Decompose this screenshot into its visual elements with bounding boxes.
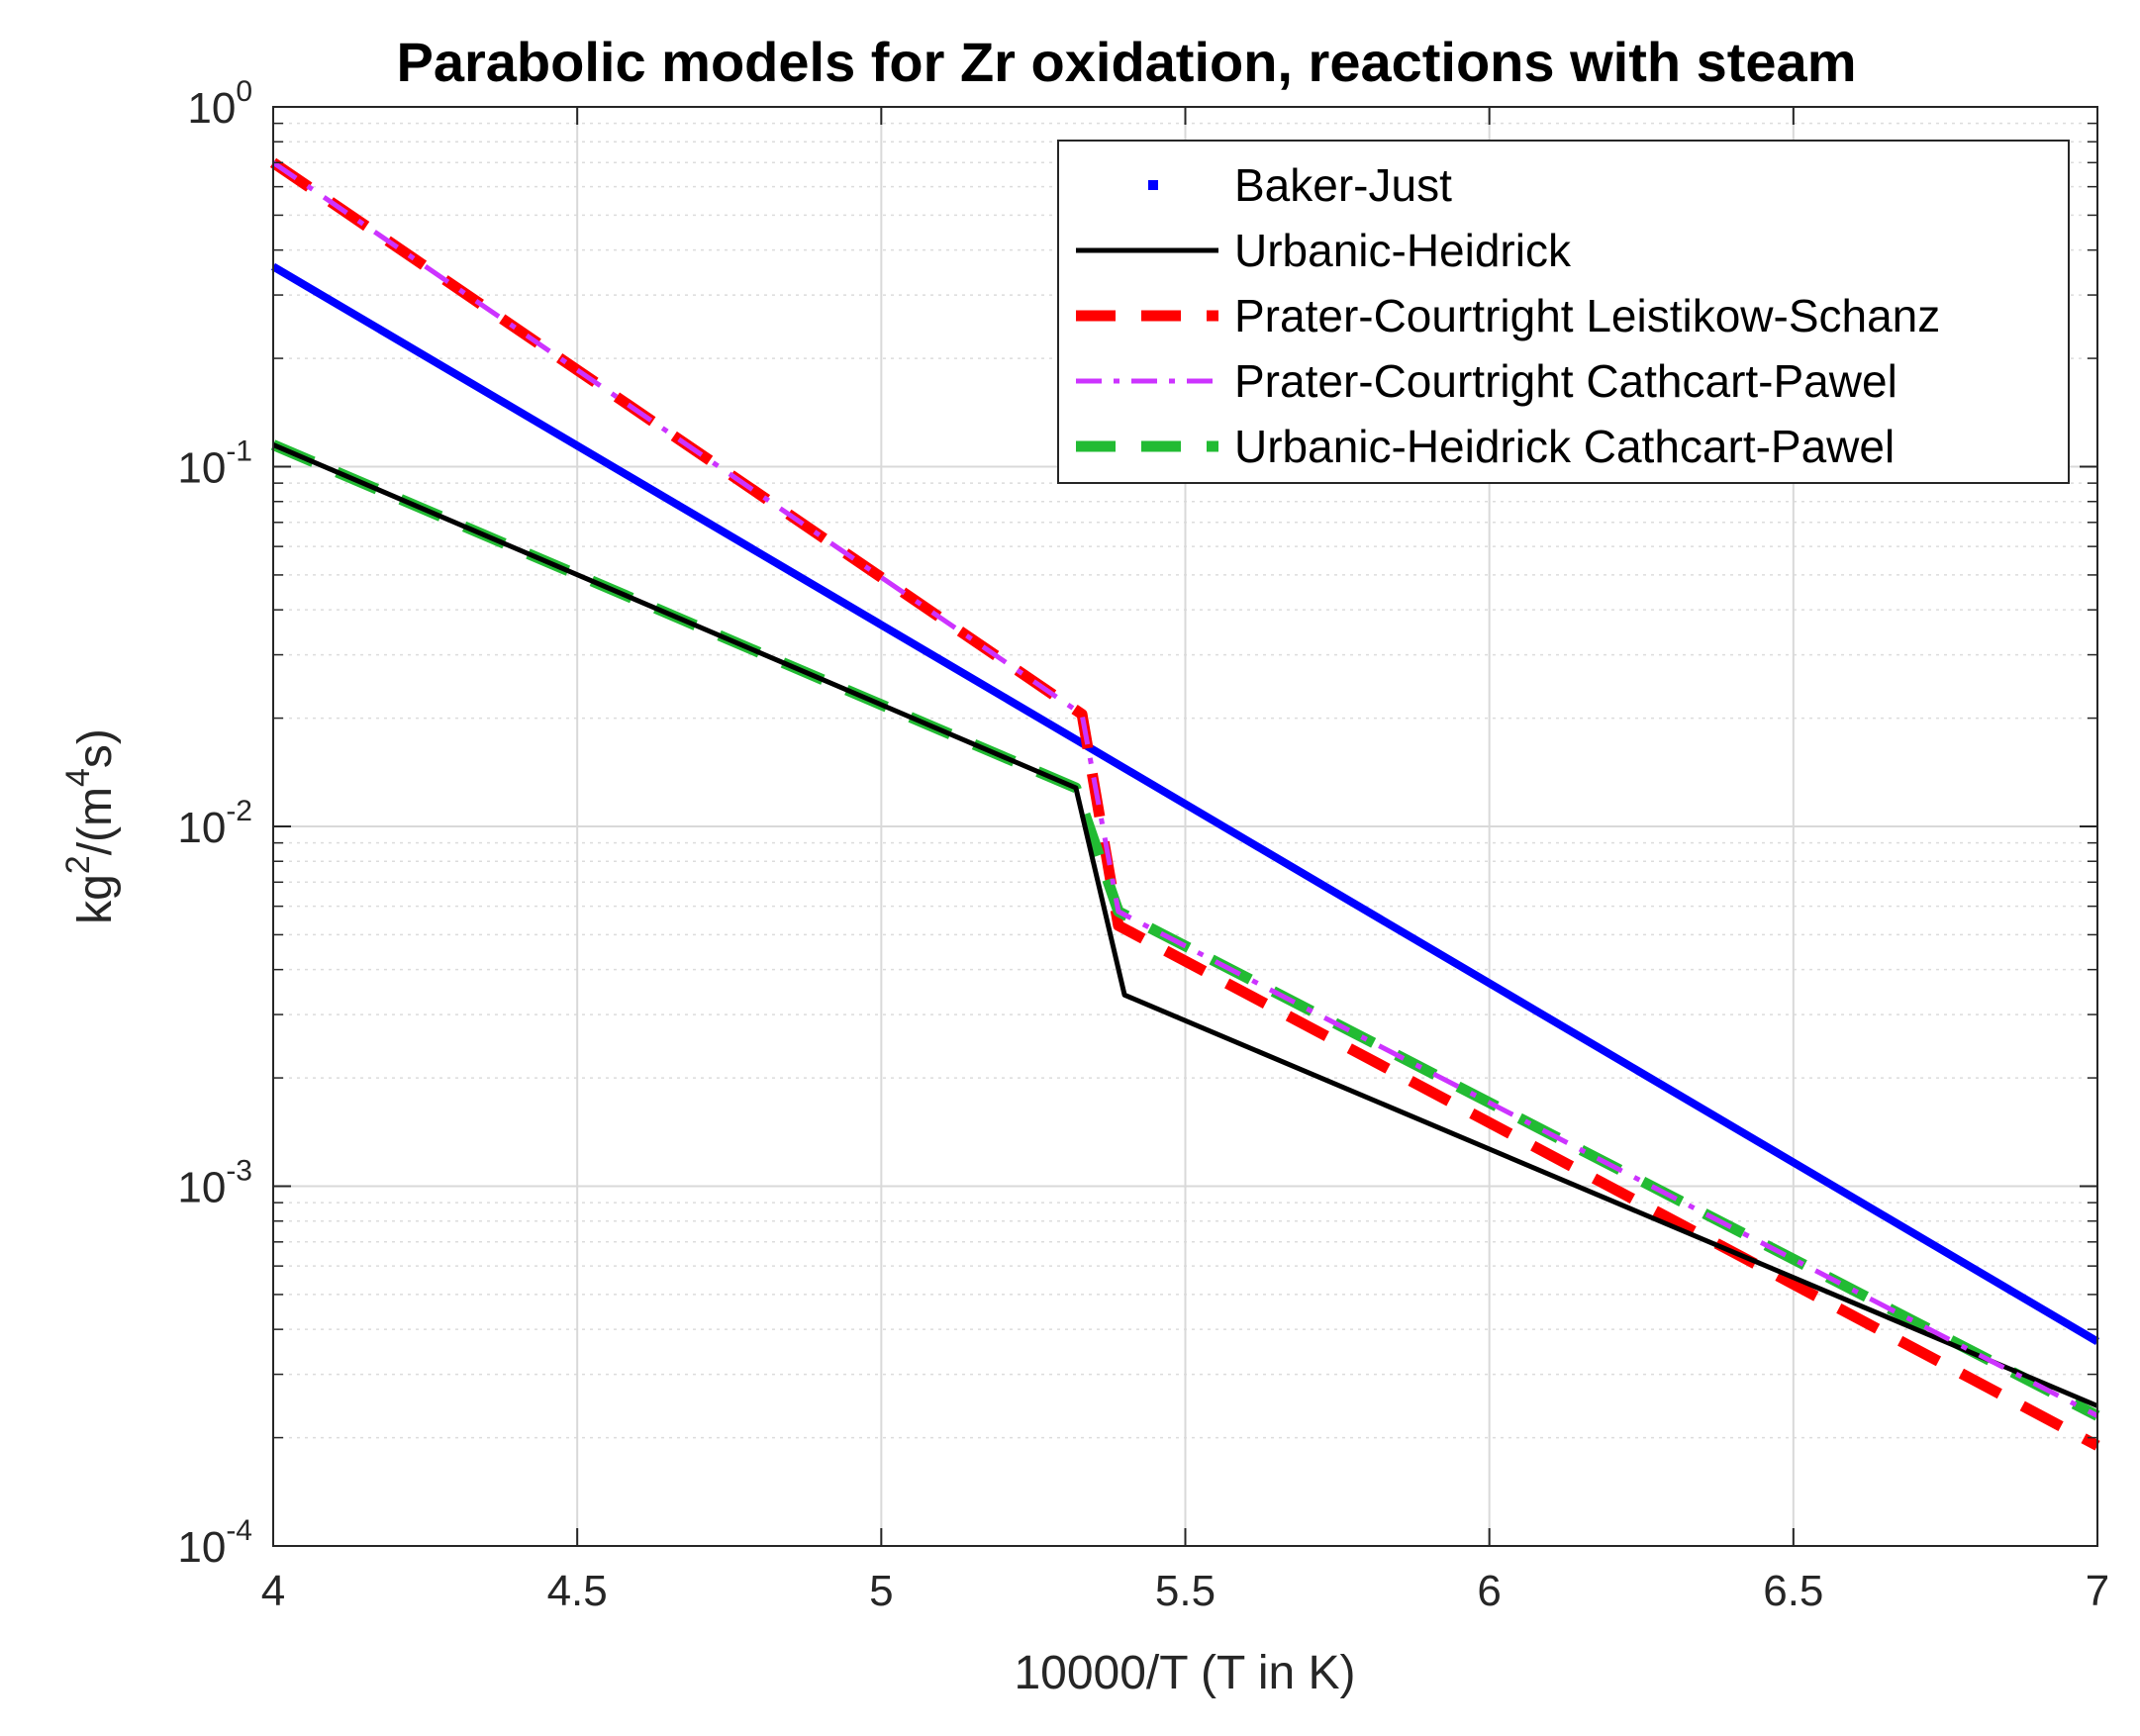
legend-label: Baker-Just bbox=[1234, 159, 1452, 211]
y-tick-exponent: 0 bbox=[236, 75, 252, 108]
y-tick-label: 10-2 bbox=[177, 795, 252, 852]
legend-label: Urbanic-Heidrick Cathcart-Pawel bbox=[1234, 421, 1895, 472]
series-line-prater-courtright-leistikow-schanz bbox=[269, 157, 2100, 1451]
legend: Baker-Just Urbanic-Heidrick Prater-Courtri… bbox=[1057, 140, 2070, 484]
series-line-baker-just bbox=[270, 262, 2100, 1345]
y-tick-label: 10-3 bbox=[177, 1155, 252, 1212]
y-tick-exponent: -4 bbox=[226, 1514, 252, 1547]
x-tick-label: 5.5 bbox=[1155, 1567, 1216, 1615]
y-tick-base: 10 bbox=[177, 444, 226, 493]
series-line-prater-courtright-cathcart-pawel bbox=[271, 160, 2099, 1418]
series-line-urbanic-heidrick bbox=[272, 442, 2098, 1408]
y-tick-exponent: -3 bbox=[226, 1155, 252, 1188]
legend-box bbox=[1057, 140, 2070, 484]
x-tick-label: 4 bbox=[261, 1567, 285, 1615]
x-tick-label: 4.5 bbox=[547, 1567, 608, 1615]
legend-label: Prater-Courtright Cathcart-Pawel bbox=[1234, 355, 1897, 407]
y-tick-exponent: -1 bbox=[226, 435, 252, 468]
x-tick-label: 5 bbox=[869, 1567, 893, 1615]
legend-label: Prater-Courtright Leistikow-Schanz bbox=[1234, 290, 1940, 341]
y-tick-label: 100 bbox=[187, 75, 252, 133]
series-lines bbox=[269, 157, 2100, 1451]
y-tick-exponent: -2 bbox=[226, 795, 252, 827]
y-tick-base: 10 bbox=[187, 84, 236, 133]
y-tick-base: 10 bbox=[177, 1523, 226, 1572]
y-axis-label: kg2/(m4s) bbox=[59, 728, 122, 924]
chart-title: Parabolic models for Zr oxidation, react… bbox=[396, 31, 1856, 93]
y-tick-label: 10-4 bbox=[177, 1514, 252, 1572]
legend-marker-baker-just bbox=[1148, 180, 1158, 190]
y-tick-base: 10 bbox=[177, 1164, 226, 1212]
y-tick-label: 10-1 bbox=[177, 435, 252, 493]
x-tick-label: 7 bbox=[2086, 1567, 2109, 1615]
legend-label: Urbanic-Heidrick bbox=[1234, 225, 1572, 276]
x-tick-label: 6 bbox=[1477, 1567, 1501, 1615]
x-axis-label: 10000/T (T in K) bbox=[1014, 1647, 1355, 1699]
x-tick-label: 6.5 bbox=[1763, 1567, 1823, 1615]
y-tick-base: 10 bbox=[177, 804, 226, 852]
